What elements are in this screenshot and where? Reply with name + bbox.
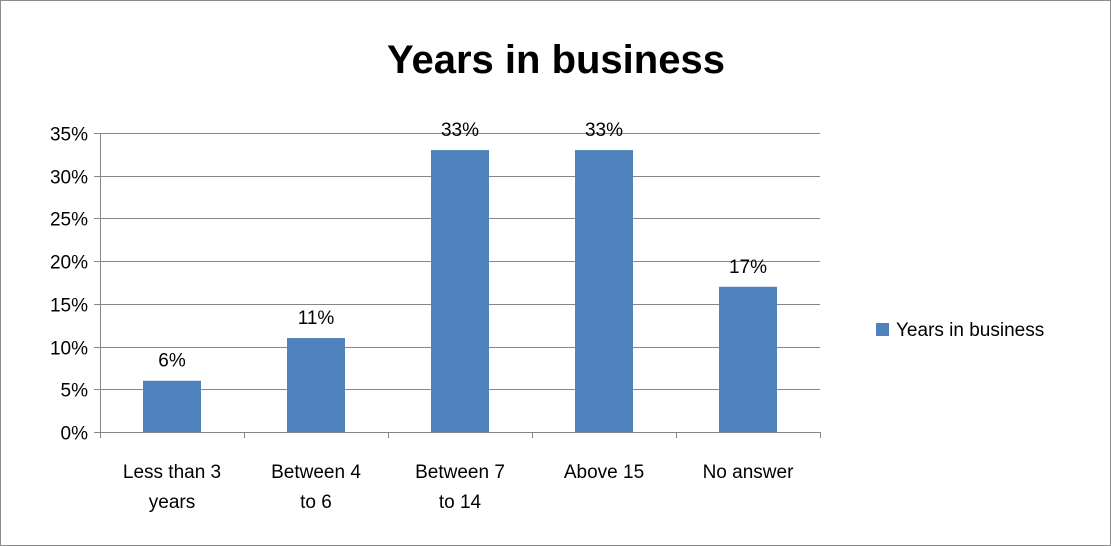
x-tick-label: Above 15	[564, 462, 644, 483]
legend: Years in business	[876, 320, 1044, 341]
x-tick-label: Less than 3	[123, 462, 221, 483]
y-tick-label: 25%	[50, 210, 88, 231]
bars	[143, 150, 777, 433]
axes: 0% 5% 10% 15% 20% 25% 30% 35% Less than 3 years Be…	[50, 125, 821, 513]
y-tick-label: 10%	[50, 339, 88, 360]
bar	[143, 380, 201, 432]
x-tick-label: to 14	[439, 492, 482, 513]
data-labels: 6% 11% 33% 33% 17%	[158, 120, 767, 372]
bar	[431, 150, 489, 433]
bar	[719, 286, 777, 432]
x-tick-label: to 6	[300, 492, 332, 513]
x-tick-label: Between 4	[271, 462, 361, 483]
x-tick-label: Between 7	[415, 462, 505, 483]
y-tick-label: 20%	[50, 253, 88, 274]
legend-label: Years in business	[896, 320, 1044, 341]
x-tick-label: years	[149, 492, 195, 513]
y-tick-label: 0%	[61, 424, 89, 445]
legend-swatch	[876, 323, 889, 336]
chart-title: Years in business	[387, 38, 725, 82]
data-label: 11%	[298, 308, 335, 329]
y-tick-label: 30%	[50, 168, 88, 189]
data-label: 6%	[158, 351, 186, 372]
data-label: 33%	[441, 120, 479, 141]
y-tick-label: 5%	[61, 381, 89, 402]
bar	[287, 338, 345, 432]
bar	[575, 150, 633, 433]
data-label: 33%	[585, 120, 623, 141]
y-tick-label: 15%	[50, 296, 88, 317]
data-label: 17%	[729, 257, 767, 278]
y-tick-label: 35%	[50, 125, 88, 146]
x-tick-label: No answer	[703, 462, 794, 483]
